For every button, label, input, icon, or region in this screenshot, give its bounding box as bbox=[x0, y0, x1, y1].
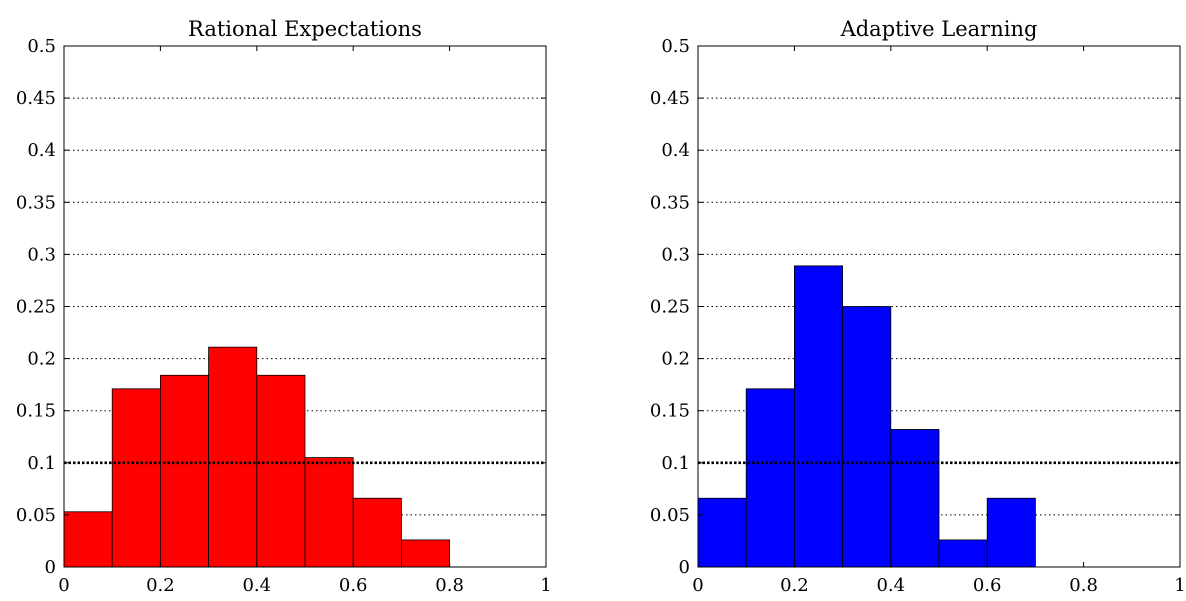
y-tick-label: 0 bbox=[45, 557, 56, 578]
histogram-bar bbox=[159, 374, 209, 568]
x-tick-label: 0.8 bbox=[435, 575, 464, 596]
y-tick-label: 0.45 bbox=[16, 88, 56, 109]
y-tick-label: 0.1 bbox=[661, 453, 690, 474]
x-tick-label: 0.6 bbox=[973, 575, 1002, 596]
histogram-bar bbox=[208, 346, 258, 568]
histogram-bar bbox=[890, 429, 940, 568]
y-tick-label: 0.15 bbox=[16, 401, 56, 422]
x-tick-label: 1 bbox=[1174, 575, 1185, 596]
histogram-bar bbox=[697, 497, 747, 568]
histogram-bar bbox=[256, 374, 306, 568]
y-tick-label: 0.25 bbox=[650, 297, 690, 318]
y-tick-label: 0 bbox=[679, 557, 690, 578]
histogram-bar bbox=[938, 539, 988, 568]
x-tick-label: 0 bbox=[58, 575, 69, 596]
y-tick-label: 0.1 bbox=[27, 453, 56, 474]
chart-title: Adaptive Learning bbox=[840, 17, 1038, 41]
y-tick-label: 0.5 bbox=[661, 36, 690, 57]
histogram-bar bbox=[986, 497, 1036, 568]
y-tick-label: 0.35 bbox=[650, 192, 690, 213]
y-tick-label: 0.4 bbox=[661, 140, 690, 161]
y-tick-label: 0.35 bbox=[16, 192, 56, 213]
histogram-bar bbox=[794, 265, 844, 568]
histogram-bar bbox=[111, 388, 161, 568]
histogram-bar bbox=[745, 388, 795, 568]
y-tick-label: 0.05 bbox=[16, 505, 56, 526]
histogram-bar bbox=[63, 511, 113, 568]
y-tick-label: 0.3 bbox=[27, 244, 56, 265]
histogram-bar bbox=[400, 539, 450, 568]
x-tick-label: 0.2 bbox=[780, 575, 809, 596]
x-tick-label: 0 bbox=[692, 575, 703, 596]
y-tick-label: 0.2 bbox=[27, 349, 56, 370]
chart-title: Rational Expectations bbox=[188, 17, 422, 41]
y-tick-label: 0.3 bbox=[661, 244, 690, 265]
x-tick-label: 0.8 bbox=[1069, 575, 1098, 596]
y-tick-label: 0.25 bbox=[16, 297, 56, 318]
chart-panel-2: 0 0.05 0.1 0.15 0.2 0.25 0.3 0.35 0.4 0.45 0.5 0 0.2… bbox=[650, 17, 1186, 596]
x-tick-label: 0.4 bbox=[876, 575, 905, 596]
y-tick-label: 0.5 bbox=[27, 36, 56, 57]
y-tick-label: 0.05 bbox=[650, 505, 690, 526]
x-tick-label: 1 bbox=[540, 575, 551, 596]
histogram-bar bbox=[352, 497, 402, 568]
histogram-bar bbox=[304, 457, 354, 568]
histogram-bar bbox=[842, 306, 892, 568]
y-tick-label: 0.2 bbox=[661, 349, 690, 370]
x-tick-label: 0.2 bbox=[146, 575, 175, 596]
x-tick-label: 0.4 bbox=[242, 575, 271, 596]
x-tick-label: 0.6 bbox=[339, 575, 368, 596]
chart-panel-1: 0 0.05 0.1 0.15 0.2 0.25 0.3 0.35 0.4 0.45 0.5 0 0.2… bbox=[16, 17, 552, 596]
y-tick-label: 0.15 bbox=[650, 401, 690, 422]
y-tick-label: 0.45 bbox=[650, 88, 690, 109]
y-tick-label: 0.4 bbox=[27, 140, 56, 161]
